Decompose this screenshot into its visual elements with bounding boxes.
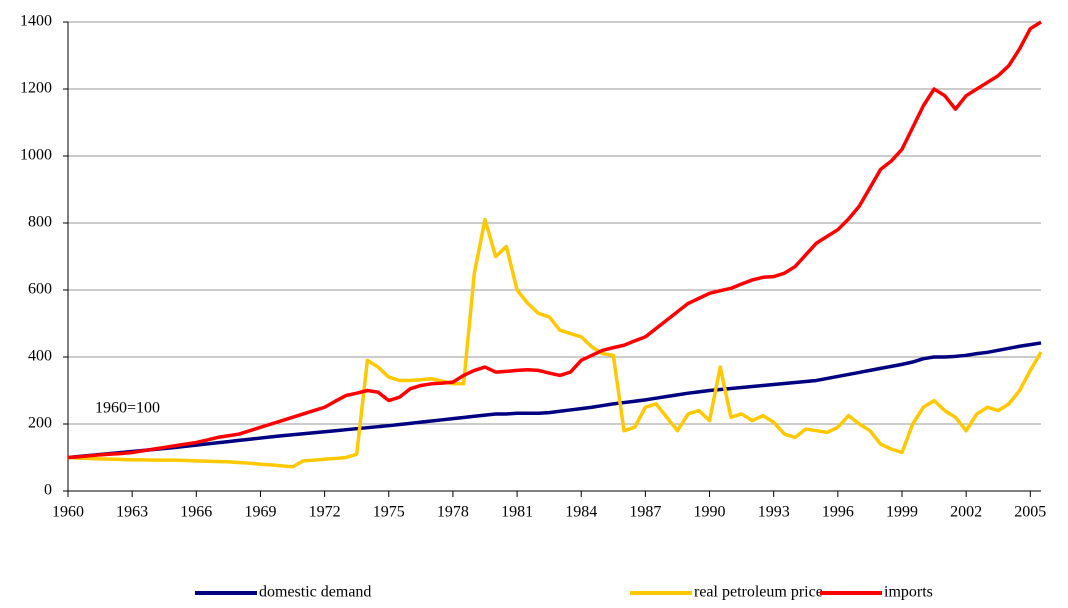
x-tick-label: 1963 [116, 504, 148, 521]
x-tick-label: 1999 [886, 504, 918, 521]
y-tick-label: 800 [28, 214, 52, 231]
x-tick-label: 1960 [52, 504, 84, 521]
x-tick-label: 1984 [565, 504, 597, 521]
x-tick-label: 1990 [694, 504, 726, 521]
legend-label: imports [884, 584, 933, 601]
x-tick-label: 2005 [1014, 504, 1046, 521]
annotation: 1960=100 [95, 400, 160, 417]
y-tick-label: 200 [28, 415, 52, 432]
y-tick-label: 600 [28, 281, 52, 298]
y-tick-label: 1200 [20, 80, 52, 97]
series-line [67, 20, 1042, 460]
x-tick-label: 1975 [373, 504, 405, 521]
legend-label: real petroleum price [694, 584, 823, 601]
series-line [67, 217, 1043, 469]
x-tick-label: 1981 [501, 504, 533, 521]
x-tick-label: 1972 [309, 504, 341, 521]
y-tick-label: 1000 [20, 147, 52, 164]
legend-label: domestic demand [259, 584, 371, 601]
series-line [67, 341, 1042, 460]
x-tick-label: 1966 [180, 504, 212, 521]
x-tick-label: 1969 [244, 504, 276, 521]
y-tick-label: 1400 [20, 13, 52, 30]
x-tick-label: 1978 [437, 504, 469, 521]
x-tick-label: 1996 [822, 504, 854, 521]
x-tick-label: 2002 [950, 504, 982, 521]
x-tick-label: 1993 [758, 504, 790, 521]
y-tick-label: 400 [28, 348, 52, 365]
x-tick-label: 1987 [629, 504, 661, 521]
y-tick-label: 0 [44, 482, 52, 499]
